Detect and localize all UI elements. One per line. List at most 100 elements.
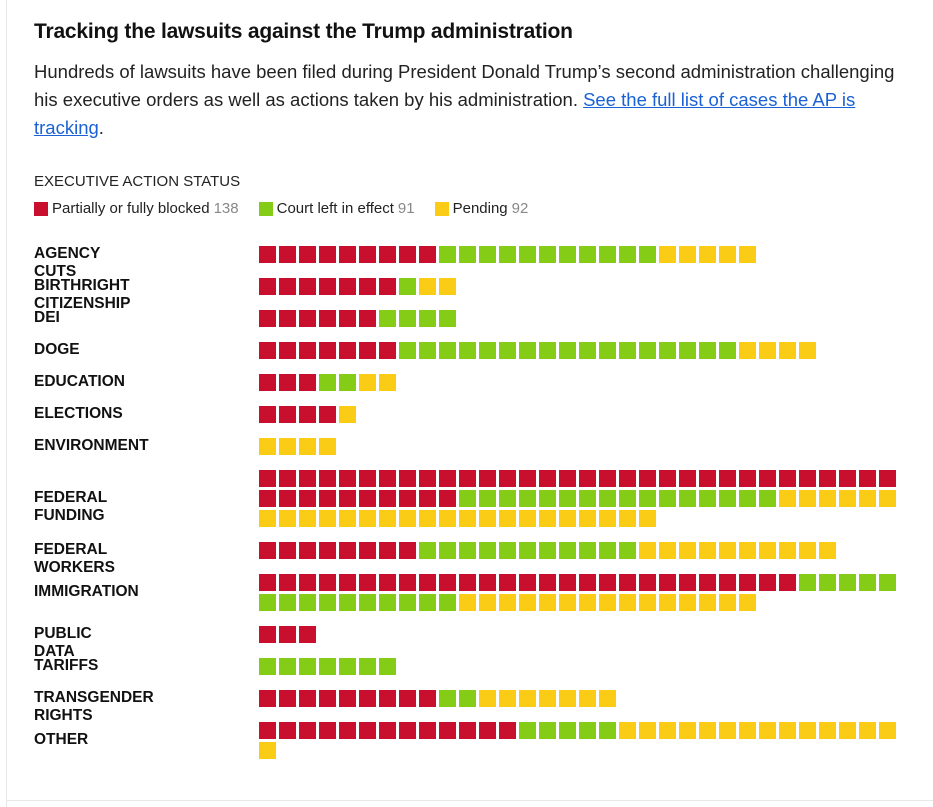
category-label-federal-funding: FEDERAL FUNDING <box>34 488 107 524</box>
waffle-square-pending <box>719 594 736 611</box>
waffle-square-pending <box>259 742 276 759</box>
waffle-square-blocked <box>319 278 336 295</box>
waffle-square-in-effect <box>519 246 536 263</box>
waffle-square-in-effect <box>559 246 576 263</box>
waffle-square-in-effect <box>399 310 416 327</box>
waffle-square-pending <box>379 510 396 527</box>
waffle-square-blocked <box>599 470 616 487</box>
waffle-square-blocked <box>519 574 536 591</box>
waffle-square-in-effect <box>479 542 496 559</box>
waffle-square-blocked <box>339 490 356 507</box>
waffle-square-blocked <box>279 278 296 295</box>
waffle-square-in-effect <box>539 342 556 359</box>
waffle-square-pending <box>579 510 596 527</box>
waffle-square-blocked <box>299 690 316 707</box>
waffle-square-blocked <box>419 690 436 707</box>
waffle-square-pending <box>419 278 436 295</box>
waffle-square-blocked <box>259 690 276 707</box>
waffle-square-blocked <box>419 470 436 487</box>
waffle-square-pending <box>699 246 716 263</box>
legend-label-blocked: Partially or fully blocked <box>52 200 210 217</box>
waffle-square-in-effect <box>519 490 536 507</box>
waffle-square-pending <box>819 542 836 559</box>
waffle-square-pending <box>679 594 696 611</box>
waffle-square-blocked <box>259 626 276 643</box>
waffle-square-blocked <box>379 470 396 487</box>
waffle-square-pending <box>659 246 676 263</box>
waffle-square-in-effect <box>639 490 656 507</box>
waffle-square-in-effect <box>319 374 336 391</box>
waffle-square-blocked <box>279 406 296 423</box>
waffle-square-pending <box>619 594 636 611</box>
waffle-square-pending <box>639 542 656 559</box>
waffle-square-in-effect <box>419 542 436 559</box>
waffle-square-blocked <box>319 246 336 263</box>
waffle-square-blocked <box>379 542 396 559</box>
waffle-square-in-effect <box>339 594 356 611</box>
waffle-square-in-effect <box>319 594 336 611</box>
waffle-square-blocked <box>539 574 556 591</box>
waffle-square-in-effect <box>439 246 456 263</box>
waffle-square-blocked <box>839 470 856 487</box>
waffle-square-in-effect <box>559 542 576 559</box>
waffle-square-in-effect <box>579 542 596 559</box>
waffle-square-pending <box>279 438 296 455</box>
waffle-square-pending <box>359 510 376 527</box>
waffle-square-in-effect <box>479 490 496 507</box>
intro-text: Hundreds of lawsuits have been filed dur… <box>34 61 895 110</box>
intro-paragraph: Hundreds of lawsuits have been filed dur… <box>34 58 904 142</box>
waffle-square-pending <box>779 722 796 739</box>
category-label-transgender-rights: TRANSGENDER RIGHTS <box>34 688 154 724</box>
waffle-square-pending <box>739 722 756 739</box>
waffle-square-in-effect <box>599 246 616 263</box>
waffle-square-blocked <box>499 722 516 739</box>
waffle-square-pending <box>599 594 616 611</box>
waffle-square-blocked <box>519 470 536 487</box>
waffle-square-blocked <box>379 342 396 359</box>
waffle-square-pending <box>539 594 556 611</box>
waffle-square-blocked <box>299 490 316 507</box>
waffle-square-in-effect <box>799 574 816 591</box>
waffle-square-pending <box>719 722 736 739</box>
waffle-square-in-effect <box>299 658 316 675</box>
waffle-square-pending <box>379 374 396 391</box>
waffle-square-blocked <box>319 470 336 487</box>
waffle-square-blocked <box>259 490 276 507</box>
waffle-square-pending <box>459 594 476 611</box>
category-label-elections: ELECTIONS <box>34 404 123 422</box>
waffle-square-in-effect <box>559 490 576 507</box>
waffle-square-pending <box>299 438 316 455</box>
waffle-square-in-effect <box>579 246 596 263</box>
waffle-square-pending <box>599 510 616 527</box>
waffle-square-blocked <box>619 574 636 591</box>
waffle-square-in-effect <box>359 658 376 675</box>
full-list-link[interactable]: See the full list of cases the AP is tra… <box>34 89 856 138</box>
waffle-square-blocked <box>379 574 396 591</box>
waffle-square-pending <box>799 490 816 507</box>
waffle-square-blocked <box>579 470 596 487</box>
waffle-square-blocked <box>379 490 396 507</box>
waffle-square-pending <box>719 246 736 263</box>
waffle-square-blocked <box>299 278 316 295</box>
waffle-square-in-effect <box>399 278 416 295</box>
waffle-square-pending <box>819 722 836 739</box>
waffle-square-blocked <box>619 470 636 487</box>
waffle-square-blocked <box>299 542 316 559</box>
waffle-square-pending <box>559 690 576 707</box>
waffle-square-pending <box>739 246 756 263</box>
waffle-square-in-effect <box>679 342 696 359</box>
waffle-square-in-effect <box>539 722 556 739</box>
waffle-square-pending <box>479 594 496 611</box>
waffle-square-blocked <box>759 574 776 591</box>
waffle-square-blocked <box>299 246 316 263</box>
waffle-square-pending <box>819 490 836 507</box>
waffle-square-in-effect <box>699 490 716 507</box>
category-label-immigration: IMMIGRATION <box>34 582 139 600</box>
waffle-square-in-effect <box>439 542 456 559</box>
waffle-square-blocked <box>279 342 296 359</box>
waffle-square-in-effect <box>579 342 596 359</box>
waffle-square-blocked <box>359 574 376 591</box>
legend-label-in-effect: Court left in effect <box>276 200 394 217</box>
waffle-square-blocked <box>319 342 336 359</box>
waffle-square-blocked <box>739 470 756 487</box>
